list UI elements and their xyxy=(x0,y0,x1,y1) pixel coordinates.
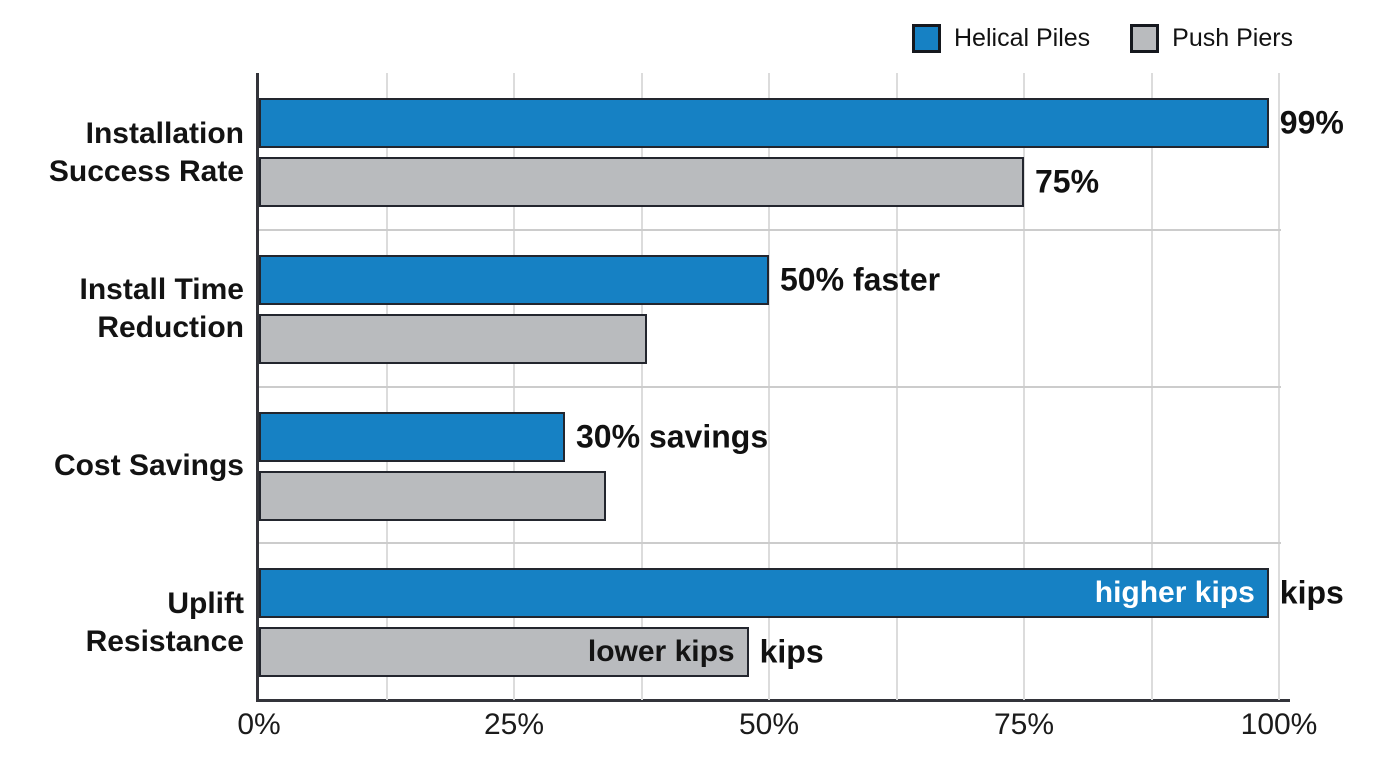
legend-label-helical-piles: Helical Piles xyxy=(954,24,1091,52)
legend-swatch-push-piers xyxy=(1130,24,1160,53)
x-tick-100: 100% xyxy=(1240,708,1318,741)
bar-push-piers-install-time-reduction xyxy=(259,313,647,364)
bar-push-piers-installation-success-rate xyxy=(259,157,1024,207)
legend-item-helical-piles: Helical Piles xyxy=(912,24,1090,53)
bar-helical-piles-install-time-reduction xyxy=(259,254,769,305)
legend-item-push-piers: Push Piers xyxy=(1130,24,1293,53)
legend: Helical Piles Push Piers xyxy=(912,24,1293,53)
legend-swatch-helical-piles xyxy=(912,24,941,53)
row-separator xyxy=(259,542,1281,545)
category-label-cost-savings: Cost Savings xyxy=(53,449,244,482)
bar-inner-label-lower-kips: lower kips xyxy=(587,635,735,669)
row-separator xyxy=(259,228,1281,231)
legend-label-push-piers: Push Piers xyxy=(1172,24,1294,52)
bar-label-helical-piles-cost-savings: 30% savings xyxy=(576,418,769,454)
bar-push-piers-uplift-resistance: lower kips xyxy=(259,627,749,678)
category-label-uplift-resistance: Uplift Resistance xyxy=(85,586,244,658)
bar-helical-piles-uplift-resistance: higher kips xyxy=(259,568,1269,619)
category-label-installation-success-rate: Installation Success Rate xyxy=(48,116,244,188)
bar-label-push-piers-installation-success-rate: 75% xyxy=(1035,163,1100,200)
bar-label-helical-piles-installation-success-rate: 99% xyxy=(1279,104,1344,141)
x-tick-0: 0% xyxy=(237,708,281,741)
y-axis-line xyxy=(256,73,259,702)
x-tick-25: 25% xyxy=(483,708,545,741)
bar-label-helical-piles-uplift-resistance: kips xyxy=(1279,574,1344,611)
row-separator xyxy=(259,385,1281,388)
bar-inner-label-higher-kips: higher kips xyxy=(1094,576,1255,610)
bar-helical-piles-cost-savings xyxy=(259,411,565,462)
bar-label-push-piers-uplift-resistance: kips xyxy=(759,633,824,670)
x-tick-50: 50% xyxy=(738,708,800,741)
bar-helical-piles-installation-success-rate xyxy=(259,98,1269,148)
category-label-install-time-reduction: Install Time Reduction xyxy=(79,273,244,345)
x-tick-75: 75% xyxy=(993,708,1055,741)
bar-push-piers-cost-savings xyxy=(259,470,606,521)
x-axis-line xyxy=(256,699,1290,702)
bar-label-helical-piles-install-time-reduction: 50% faster xyxy=(780,261,941,298)
